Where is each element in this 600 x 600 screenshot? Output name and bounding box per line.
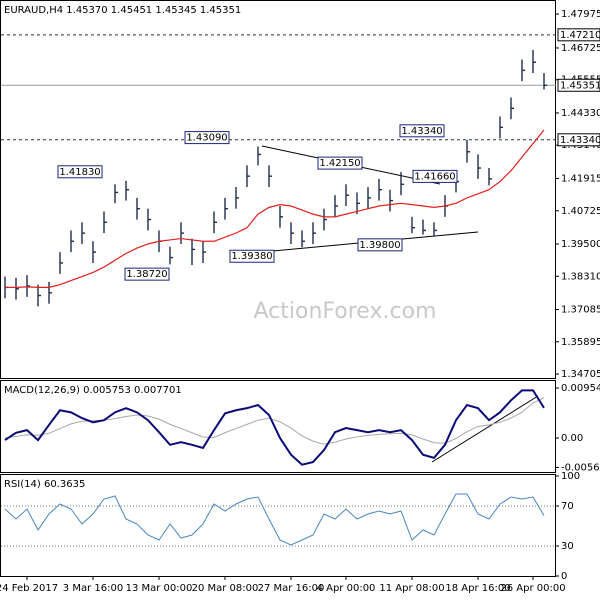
rsi-title: RSI(14) 60.3635 — [4, 479, 85, 490]
annotation-label: 1.43090 — [186, 133, 227, 144]
x-tick-label: 4 Apr 00:00 — [317, 583, 376, 594]
annotation-label: 1.41660 — [414, 171, 455, 182]
annotation-box — [184, 131, 230, 145]
x-tick-label: 24 Feb 2017 — [0, 583, 58, 594]
macd-title: MACD(12,26,9) 0.005753 0.007701 — [4, 385, 182, 396]
annotation-box — [412, 169, 458, 183]
y-tick-label: 1.40725 — [561, 206, 600, 217]
y-tick-label: 0.009541 — [561, 383, 600, 394]
series-line — [4, 493, 545, 546]
y-tick-label: 70 — [561, 501, 574, 512]
y-tick-label: 0 — [561, 571, 567, 582]
y-tick-label: 1.39500 — [561, 239, 600, 250]
x-tick-label: 13 Mar 00:00 — [126, 583, 193, 594]
annotation-label: 1.43340 — [401, 126, 442, 137]
y-tick-label: 1.41915 — [561, 173, 600, 184]
y-tick-label: 1.44330 — [561, 108, 600, 119]
price-panel — [0, 0, 556, 379]
price-title: EURAUD,H4 1.45370 1.45451 1.45345 1.4535… — [4, 5, 241, 16]
x-tick-label: 27 Mar 16:00 — [258, 583, 325, 594]
y-tick-label: 1.37085 — [561, 305, 600, 316]
macd-panel — [0, 380, 556, 473]
y-tick-label: -0.005637 — [561, 462, 600, 473]
annotation-label: 1.39800 — [359, 240, 400, 251]
annotation-label: 1.38720 — [126, 269, 167, 280]
annotation-box — [399, 124, 445, 138]
annotation-label: 1.39380 — [231, 251, 272, 262]
series-line — [4, 389, 545, 466]
annotation-box — [124, 267, 170, 281]
level-label: 1.43340 — [560, 135, 600, 146]
level-box — [557, 28, 600, 42]
y-tick-label: 1.46725 — [561, 43, 600, 54]
x-tick-label: 18 Apr 16:00 — [445, 583, 510, 594]
level-label: 1.47210 — [560, 30, 600, 41]
x-tick-label: 20 Mar 08:00 — [192, 583, 259, 594]
annotation-box — [357, 238, 403, 252]
x-tick-label: 11 Apr 08:00 — [379, 583, 444, 594]
y-tick-label: 100 — [561, 471, 580, 482]
annotation-label: 1.42150 — [319, 158, 360, 169]
watermark: ActionForex.com — [254, 299, 437, 324]
rsi-panel — [0, 474, 556, 577]
x-tick-label: 3 Mar 16:00 — [63, 583, 123, 594]
series-line — [4, 397, 545, 445]
annotation-box — [317, 156, 363, 170]
level-box — [557, 78, 600, 92]
y-tick-label: 1.35895 — [561, 337, 600, 348]
macd-trendline — [431, 395, 539, 463]
moving-average — [5, 129, 545, 288]
annotation-box — [57, 165, 103, 179]
level-label: 1.45351 — [560, 80, 600, 91]
y-tick-label: 30 — [561, 541, 574, 552]
annotation-box — [229, 249, 275, 263]
annotation-label: 1.41830 — [59, 167, 100, 178]
y-tick-label: 1.34705 — [561, 369, 600, 380]
y-tick-label: 0.00 — [561, 433, 583, 444]
x-tick-label: 26 Apr 00:00 — [500, 583, 565, 594]
level-box — [557, 133, 600, 147]
y-tick-label: 1.38310 — [561, 271, 600, 282]
y-tick-label: 1.47975 — [561, 9, 600, 20]
